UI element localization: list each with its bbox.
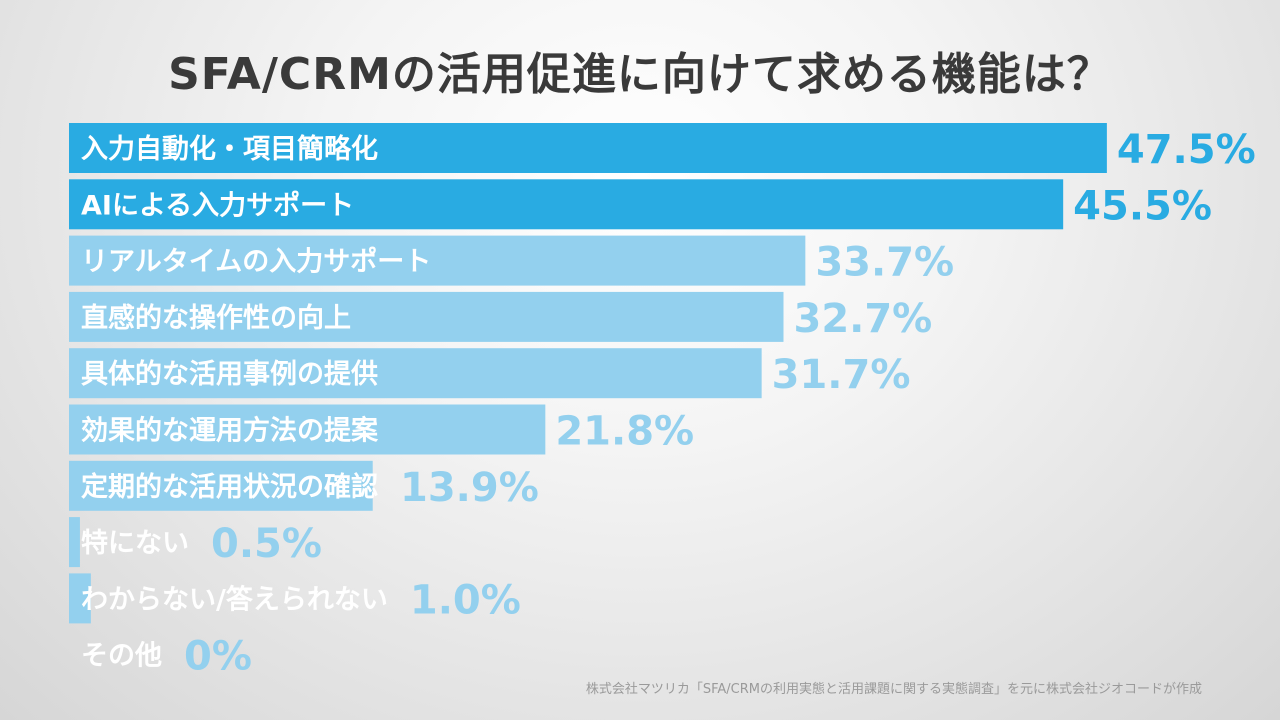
category-label-6: 定期的な活用状況の確認 <box>81 471 378 503</box>
bar-4 <box>69 348 762 399</box>
bar-1 <box>69 179 1064 230</box>
value-label-2: 33.7% <box>815 240 954 286</box>
category-label-8: わからない/答えられない <box>81 583 388 615</box>
category-label-2: リアルタイムの入力サポート <box>81 247 431 278</box>
bar-6 <box>69 460 373 511</box>
value-label-8: 1.0% <box>410 577 521 623</box>
value-label-7: 0.5% <box>211 521 322 567</box>
bar-2 <box>69 235 806 286</box>
category-label-5: 効果的な運用方法の提案 <box>81 415 379 447</box>
category-label-9: その他 <box>81 641 162 672</box>
category-label-3: 直感的な操作性の向上 <box>81 302 351 334</box>
value-label-4: 31.7% <box>772 352 911 398</box>
value-label-5: 21.8% <box>555 409 694 455</box>
value-label-1: 45.5% <box>1073 183 1212 229</box>
value-label-6: 13.9% <box>400 465 539 511</box>
bar-5 <box>69 404 546 455</box>
bar-0 <box>69 123 1107 173</box>
value-label-3: 32.7% <box>793 296 932 342</box>
category-label-4: 具体的な活用事例の提供 <box>81 358 378 390</box>
value-label-0: 47.5% <box>1117 127 1256 173</box>
category-label-1: AIによる入力サポート <box>81 190 354 221</box>
bar-3 <box>69 291 784 342</box>
chart-title: SFA/CRMの活用促進に向けて求める機能は？ <box>168 49 1112 100</box>
value-label-9: 0% <box>184 634 252 680</box>
bar-8 <box>69 573 91 624</box>
source-note: 株式会社マツリカ「SFA/CRMの利用実態と活用課題に関する実態調査」を元に株式… <box>585 682 1202 697</box>
category-label-7: 特にない <box>81 528 189 559</box>
category-label-0: 入力自動化・項目簡略化 <box>81 133 378 165</box>
bar-7 <box>69 517 80 568</box>
